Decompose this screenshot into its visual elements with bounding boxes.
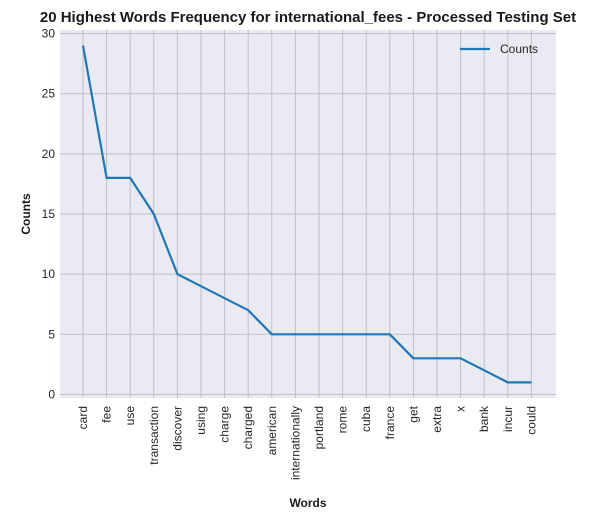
series-line-counts: [81, 45, 532, 384]
x-tick-label: france: [383, 406, 397, 440]
legend-label-counts: Counts: [500, 42, 538, 56]
x-tick-label: american: [265, 406, 279, 455]
y-axis-ticks: 0 5 10 15 20 25 30: [42, 27, 56, 402]
chart-title: 20 Highest Words Frequency for internati…: [40, 9, 576, 26]
y-tick-label: 15: [42, 207, 56, 221]
y-tick-label: 20: [42, 147, 56, 161]
x-tick-label: discover: [170, 406, 184, 451]
x-tick-label: x: [454, 406, 468, 412]
x-tick-label: charged: [241, 406, 255, 449]
legend: Counts: [460, 42, 538, 56]
x-tick-label: internationally: [288, 406, 302, 480]
x-axis-label: Words: [289, 496, 326, 510]
y-tick-label: 10: [42, 267, 56, 281]
x-tick-label: rome: [336, 406, 350, 434]
x-tick-label: could: [524, 406, 538, 435]
x-tick-label: fee: [100, 406, 114, 423]
x-tick-label: cuba: [359, 406, 373, 432]
x-tick-label: get: [406, 405, 420, 422]
x-tick-label: using: [194, 406, 208, 435]
x-tick-label: charge: [218, 406, 232, 443]
y-tick-label: 25: [42, 87, 56, 101]
x-tick-label: transaction: [147, 406, 161, 465]
x-tick-label: incur: [501, 406, 515, 432]
y-axis-label: Counts: [19, 193, 33, 235]
y-tick-label: 0: [48, 387, 55, 401]
y-tick-label: 30: [42, 27, 56, 41]
x-tick-label: card: [76, 406, 90, 429]
x-tick-label: portland: [312, 406, 326, 449]
y-tick-label: 5: [48, 327, 55, 341]
x-axis-ticks: card fee use transaction discover using charge…: [76, 405, 538, 480]
x-tick-label: extra: [430, 406, 444, 433]
x-tick-label: bank: [477, 405, 491, 432]
x-tick-label: use: [123, 406, 137, 426]
